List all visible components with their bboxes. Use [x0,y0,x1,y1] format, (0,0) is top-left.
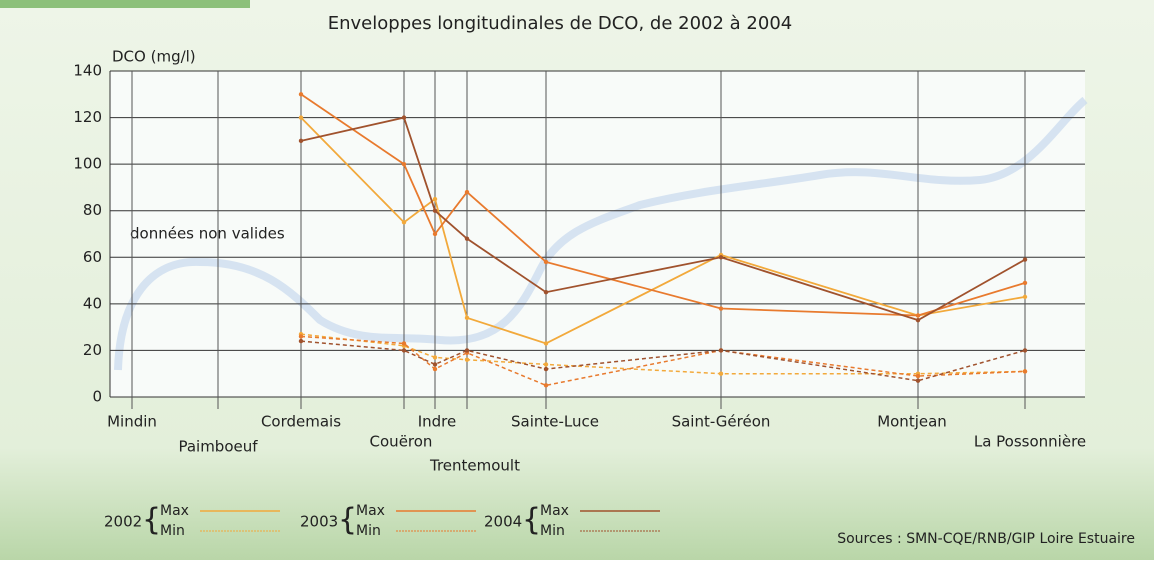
point [1022,294,1028,300]
y-tick-label: 140 [73,62,102,80]
y-tick-label: 40 [83,294,102,312]
series-line [300,116,1026,322]
legend-brace: { [522,503,541,538]
legend-label: Min [160,523,185,539]
chart-title: Enveloppes longitudinales de DCO, de 200… [328,13,792,34]
point [298,92,304,97]
point [915,373,921,379]
y-tick-label: 120 [73,108,102,126]
point [543,259,549,265]
point [1022,348,1028,353]
x-tick-label: Trentemoult [429,457,520,475]
point [464,315,470,321]
point [1022,280,1028,286]
point [543,383,549,388]
legend-label: Max [160,503,189,519]
x-tick-label: Couëron [370,433,433,451]
legend-year: 2003 [300,513,338,531]
point [464,236,470,241]
point [1022,369,1028,374]
point [543,290,549,295]
legend-label: Max [356,503,385,519]
plot-area [110,71,1085,397]
point [401,348,407,353]
x-tick-label: La Possonnière [974,433,1086,451]
point [543,362,549,367]
point [432,355,438,360]
series-line [300,93,1026,317]
point [401,115,407,120]
point [543,366,549,372]
x-tick-label: Cordemais [261,413,341,431]
point [718,306,724,311]
legend-label: Max [540,503,569,519]
x-tick-label: Mindin [107,413,157,431]
point [432,208,438,213]
tab [0,0,250,8]
legend-brace: { [142,503,161,538]
x-tick-label: Paimboeuf [178,438,258,456]
point [915,313,921,318]
point [432,362,438,367]
point [915,317,921,323]
point [298,338,304,344]
y-tick-label: 100 [73,155,102,173]
legend-label: Min [356,523,381,539]
point [401,341,407,346]
y-tick-label: 60 [83,248,102,266]
point [401,161,407,167]
x-tick-label: Indre [418,413,457,431]
x-tick-label: Montjean [877,413,947,431]
point [432,231,438,237]
point [718,348,724,353]
point [432,366,438,372]
point [298,334,304,339]
point [401,220,407,225]
y-tick-label: 80 [83,201,102,219]
series-line [300,340,1026,382]
point [298,138,304,144]
x-tick-label: Saint-Géréon [672,413,771,431]
series-line [300,116,1026,345]
point [718,255,724,260]
legend-label: Min [540,523,565,539]
y-tick-label: 0 [92,388,102,406]
y-tick-label: 20 [83,341,102,359]
river-backdrop [114,96,1088,371]
point [543,341,549,346]
point [432,196,438,202]
point [464,189,470,195]
annotation: données non valides [130,225,285,243]
point [464,348,470,353]
x-tick-label: Sainte-Luce [511,413,599,431]
point [718,371,724,376]
point [298,115,304,120]
point [915,378,921,383]
legend-year: 2004 [484,513,522,531]
legend-year: 2002 [104,513,142,531]
source: Sources : SMN-CQE/RNB/GIP Loire Estuaire [837,531,1135,547]
point [1022,257,1028,262]
y-axis-label: DCO (mg/l) [112,48,196,66]
point [464,357,470,362]
legend-brace: { [338,503,357,538]
